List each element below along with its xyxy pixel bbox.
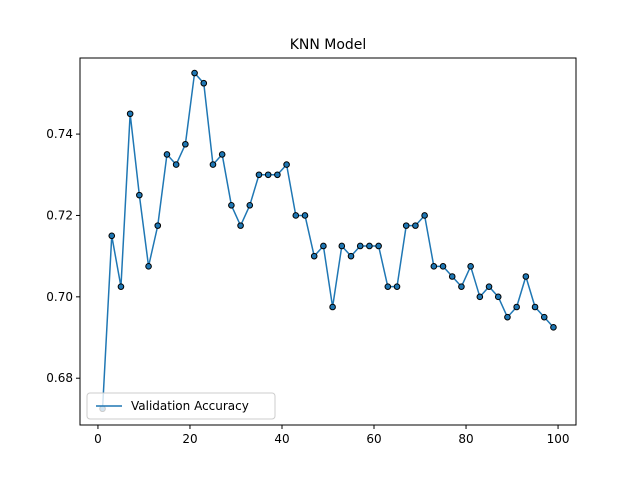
series-line bbox=[101, 72, 555, 409]
data-point bbox=[458, 283, 465, 290]
data-point bbox=[172, 161, 180, 168]
data-point bbox=[412, 222, 419, 229]
data-point bbox=[421, 212, 428, 219]
data-point bbox=[384, 283, 392, 290]
data-point bbox=[485, 283, 493, 290]
data-point bbox=[504, 313, 511, 321]
data-point bbox=[154, 222, 162, 229]
data-point bbox=[246, 201, 254, 209]
data-point bbox=[108, 232, 116, 240]
data-point bbox=[191, 69, 198, 77]
data-point bbox=[467, 263, 474, 270]
data-point bbox=[531, 303, 539, 311]
data-point bbox=[430, 263, 438, 270]
x-tick-label: 100 bbox=[547, 432, 570, 446]
x-tick-label: 40 bbox=[274, 432, 289, 446]
data-point bbox=[513, 303, 520, 311]
axis-ticks: 0 20 40 60 80 100 0.68 0.70 0.72 0.74 bbox=[46, 127, 569, 446]
data-point bbox=[126, 110, 134, 118]
data-point bbox=[200, 79, 208, 87]
data-point bbox=[402, 222, 410, 229]
data-point bbox=[117, 283, 125, 290]
y-tick-label: 0.68 bbox=[46, 371, 73, 385]
axes-frame bbox=[79, 57, 577, 426]
data-point bbox=[255, 171, 263, 179]
data-point bbox=[375, 242, 382, 250]
x-tick-label: 80 bbox=[458, 432, 473, 446]
legend: Validation Accuracy bbox=[86, 392, 276, 420]
data-point bbox=[448, 273, 456, 280]
data-point bbox=[145, 263, 152, 270]
y-tick-label: 0.72 bbox=[46, 208, 73, 222]
data-point bbox=[393, 283, 401, 290]
data-point bbox=[136, 191, 143, 199]
data-point bbox=[182, 140, 189, 148]
data-point bbox=[209, 161, 217, 168]
data-point bbox=[301, 212, 309, 219]
data-point bbox=[540, 313, 548, 321]
data-point bbox=[320, 242, 327, 250]
y-tick-label: 0.70 bbox=[46, 290, 73, 304]
data-point bbox=[494, 293, 502, 301]
data-point bbox=[163, 151, 171, 158]
legend-label: Validation Accuracy bbox=[131, 399, 249, 413]
data-point bbox=[228, 201, 235, 209]
data-point bbox=[366, 242, 373, 250]
data-point bbox=[338, 242, 346, 250]
chart-title: KNN Model bbox=[290, 37, 367, 53]
legend-box bbox=[86, 392, 276, 420]
data-point bbox=[356, 242, 364, 250]
data-point bbox=[218, 151, 226, 158]
data-point bbox=[264, 171, 272, 179]
x-tick-label: 60 bbox=[366, 432, 381, 446]
plot-area bbox=[99, 69, 557, 413]
data-point bbox=[439, 263, 447, 270]
x-tick-label: 20 bbox=[182, 432, 197, 446]
data-point bbox=[550, 324, 557, 331]
y-tick-label: 0.74 bbox=[46, 127, 73, 141]
data-point bbox=[310, 252, 318, 260]
data-point bbox=[476, 293, 484, 301]
data-point bbox=[274, 171, 281, 179]
data-point bbox=[347, 252, 355, 260]
data-point bbox=[283, 161, 290, 168]
data-point bbox=[292, 212, 300, 219]
data-point bbox=[522, 273, 530, 280]
data-point bbox=[237, 222, 244, 229]
data-point bbox=[329, 303, 336, 311]
x-tick-label: 0 bbox=[94, 432, 102, 446]
